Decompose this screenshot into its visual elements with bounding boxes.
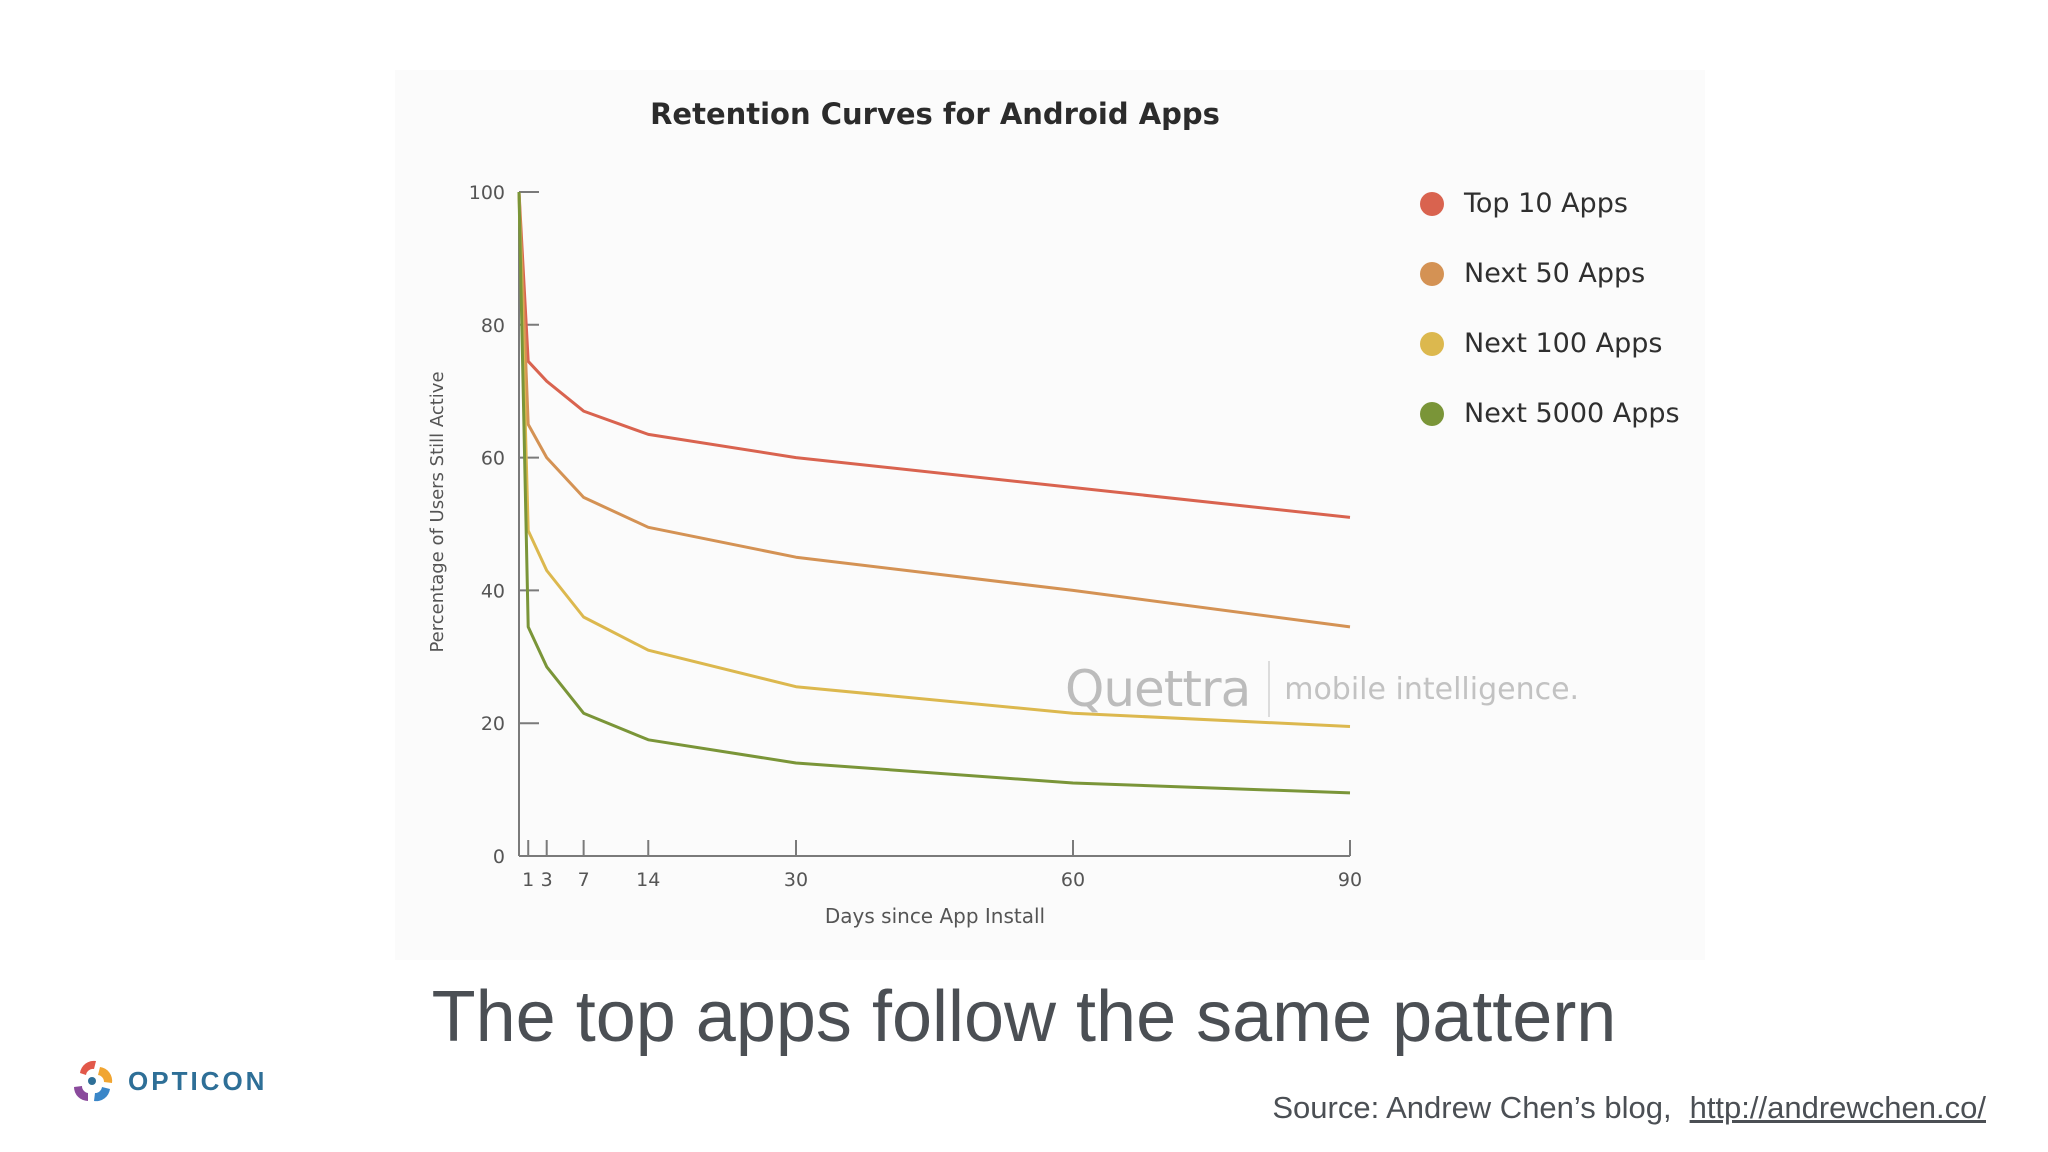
x-tick-label: 3 xyxy=(541,869,553,891)
legend-item: Next 50 Apps xyxy=(1420,258,1645,289)
legend-label: Next 5000 Apps xyxy=(1464,398,1680,429)
series-line-3 xyxy=(517,191,1351,728)
legend-label: Next 50 Apps xyxy=(1464,258,1646,289)
legend-marker xyxy=(1420,331,1444,356)
x-axis-label: Days since App Install xyxy=(825,904,1045,928)
watermark-logo: Quettra xyxy=(1065,660,1251,718)
x-tick-label: 60 xyxy=(1061,869,1085,891)
chart-title: Retention Curves for Android Apps xyxy=(650,97,1220,131)
legend-marker xyxy=(1420,261,1444,286)
retention-chart: Retention Curves for Android Apps Percen… xyxy=(427,97,1362,928)
opticon-logo-icon xyxy=(74,1060,113,1102)
legend-marker xyxy=(1420,401,1444,426)
y-axis-label: Percentage of Users Still Active xyxy=(427,371,448,652)
y-tick-label: 80 xyxy=(481,315,505,337)
y-tick-label: 0 xyxy=(493,846,505,868)
y-tick-label: 60 xyxy=(481,448,505,470)
source-link[interactable]: http://andrewchen.co/ xyxy=(1689,1090,1986,1125)
series-line-4 xyxy=(517,191,1351,795)
legend-item: Top 10 Apps xyxy=(1420,188,1628,219)
x-tick-label: 90 xyxy=(1338,869,1362,891)
source-line: Source: Andrew Chen’s blog, http://andrew… xyxy=(1272,1090,1986,1126)
axes xyxy=(518,192,1350,857)
series-line-2 xyxy=(517,191,1351,629)
source-text: Source: Andrew Chen’s blog, xyxy=(1272,1090,1672,1125)
legend-label: Next 100 Apps xyxy=(1464,328,1663,359)
brand-name: OPTICON xyxy=(128,1065,268,1096)
brand: OPTICON xyxy=(66,1055,267,1107)
chart-panel: Retention Curves for Android Apps Percen… xyxy=(395,70,1705,960)
watermark-tagline: mobile intelligence. xyxy=(1284,671,1580,707)
x-ticks: 1 3 7 14 30 60 90 xyxy=(522,840,1362,891)
legend-item: Next 5000 Apps xyxy=(1420,398,1680,429)
legend-item: Next 100 Apps xyxy=(1420,328,1662,359)
x-tick-label: 7 xyxy=(578,869,590,891)
series-line-1 xyxy=(517,191,1351,519)
x-tick-label: 1 xyxy=(522,869,534,891)
legend-label: Top 10 Apps xyxy=(1464,188,1628,219)
slide-headline: The top apps follow the same pattern xyxy=(431,977,1617,1057)
y-tick-label: 20 xyxy=(481,713,505,735)
y-tick-label: 100 xyxy=(469,182,505,204)
y-tick-label: 40 xyxy=(481,580,505,602)
watermark: Quettra mobile intelligence. xyxy=(1065,660,1579,718)
y-ticks: 0 20 40 60 80 100 xyxy=(469,182,539,868)
watermark-divider xyxy=(1268,661,1271,717)
x-tick-label: 30 xyxy=(784,869,808,891)
legend-marker xyxy=(1420,191,1444,216)
series-lines xyxy=(517,191,1351,795)
x-tick-label: 14 xyxy=(636,869,660,891)
